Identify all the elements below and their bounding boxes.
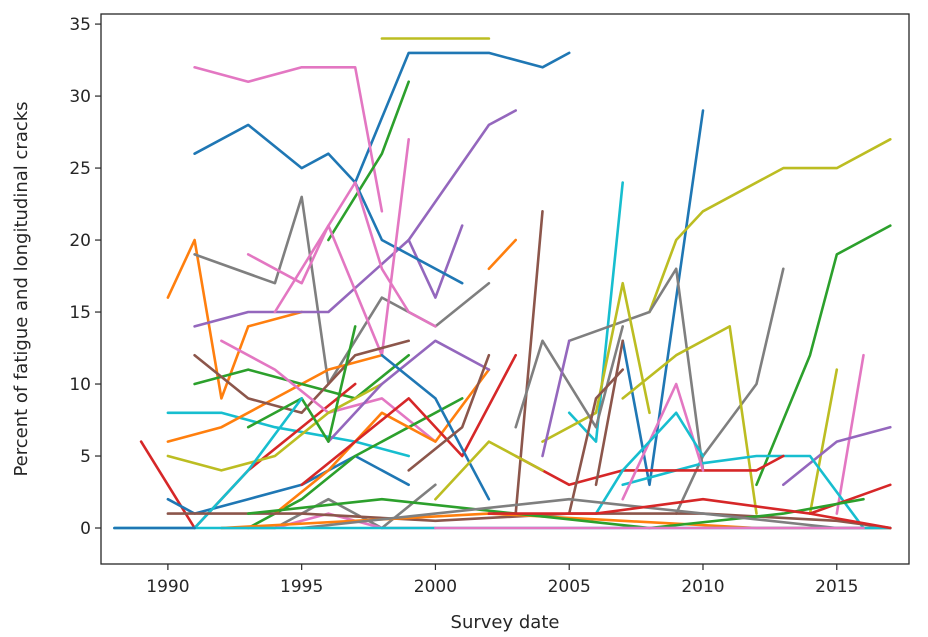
series-line [514, 454, 785, 487]
series-line [246, 325, 357, 443]
series-line [808, 368, 839, 515]
y-tick-label: 20 [69, 231, 91, 251]
series-line [567, 267, 705, 472]
series-line [246, 138, 411, 357]
series-line [621, 454, 865, 530]
series-line [621, 382, 705, 501]
series-line [193, 339, 411, 415]
series-line [835, 353, 865, 515]
x-tick-label: 1995 [280, 577, 323, 597]
series-line [380, 353, 491, 501]
series-line [166, 454, 411, 515]
series-line [407, 109, 518, 242]
x-tick-label: 2015 [815, 577, 858, 597]
x-tick-label: 2000 [414, 577, 457, 597]
y-axis-label: Percent of fatigue and longitudinal crac… [11, 101, 32, 476]
series-line [327, 80, 411, 242]
y-tick-label: 0 [80, 519, 91, 539]
series-line [434, 440, 544, 501]
series-line [193, 397, 304, 530]
series-line [407, 353, 491, 472]
x-axis-label: Survey date [451, 612, 560, 633]
y-tick-label: 15 [69, 303, 91, 323]
series-line [594, 339, 625, 487]
series-line [514, 210, 544, 515]
y-tick-label: 10 [69, 375, 91, 395]
series-line [594, 411, 705, 515]
x-axis: 1990 1995 2000 2005 2010 2015 [146, 564, 858, 597]
x-tick-label: 2010 [681, 577, 724, 597]
series-line [567, 368, 625, 515]
y-tick-label: 35 [69, 15, 91, 35]
series-group [113, 37, 892, 530]
series-line [541, 339, 571, 458]
series-line [621, 325, 758, 515]
y-tick-label: 5 [80, 447, 91, 467]
series-line [273, 368, 491, 515]
series-line [166, 382, 384, 472]
series-line [674, 267, 785, 515]
series-line [755, 224, 892, 487]
series-line [781, 425, 892, 487]
series-line [514, 325, 625, 429]
y-axis: 0 5 10 15 20 25 30 35 [69, 15, 101, 539]
series-line [300, 353, 518, 487]
series-line [487, 238, 518, 271]
plot-frame [100, 13, 910, 565]
y-tick-label: 25 [69, 159, 91, 179]
series-line [193, 353, 411, 400]
x-tick-label: 2005 [548, 577, 591, 597]
series-line [487, 497, 892, 530]
series-line [808, 483, 892, 515]
series-line [541, 281, 651, 443]
plot-background [101, 14, 909, 564]
series-line [621, 109, 705, 487]
series-line [193, 66, 384, 213]
series-line [166, 238, 304, 400]
series-line [193, 224, 464, 328]
y-tick-label: 30 [69, 87, 91, 107]
x-tick-label: 1990 [146, 577, 189, 597]
series-line [648, 138, 892, 314]
series-line [327, 339, 491, 443]
